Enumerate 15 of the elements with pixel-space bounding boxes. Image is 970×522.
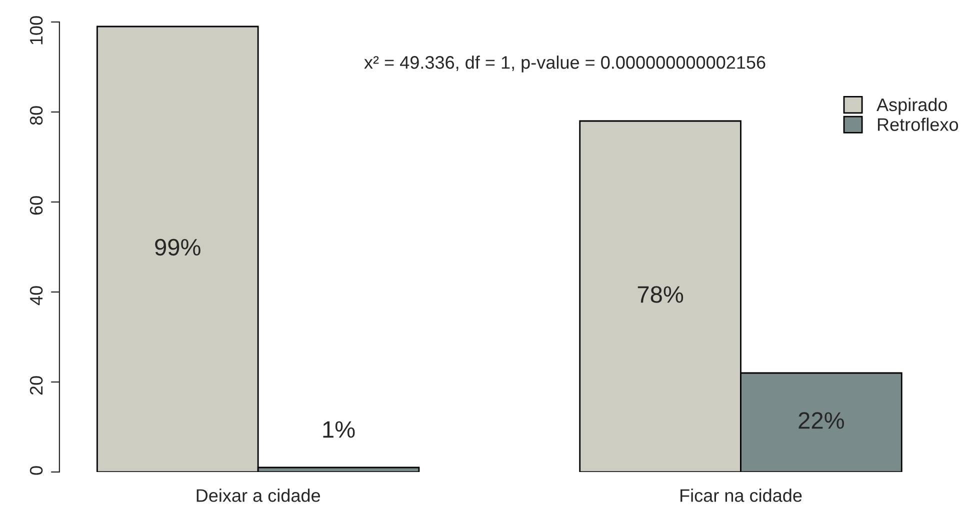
y-tick-label: 40	[30, 286, 43, 306]
y-tick-label: 20	[30, 376, 43, 395]
x-tick-label: Ficar na cidade	[680, 488, 802, 502]
data-label: 22%	[798, 412, 844, 429]
legend-label: Aspirado	[876, 98, 947, 115]
y-tick-label: 60	[30, 196, 43, 215]
data-label: 1%	[323, 421, 355, 438]
y-tick-label: 0	[30, 466, 43, 475]
y-tick-label: 100	[30, 16, 43, 44]
legend-label: Retroflexo	[878, 118, 958, 131]
data-label: 78%	[638, 286, 684, 303]
annotation: x² = 49.336, df = 1, p-value = 0.000000000002156	[364, 56, 766, 72]
x-tick-label: Deixar a cidade	[196, 488, 320, 502]
data-label: 99%	[155, 238, 200, 256]
y-tick-label: 80	[30, 106, 43, 125]
